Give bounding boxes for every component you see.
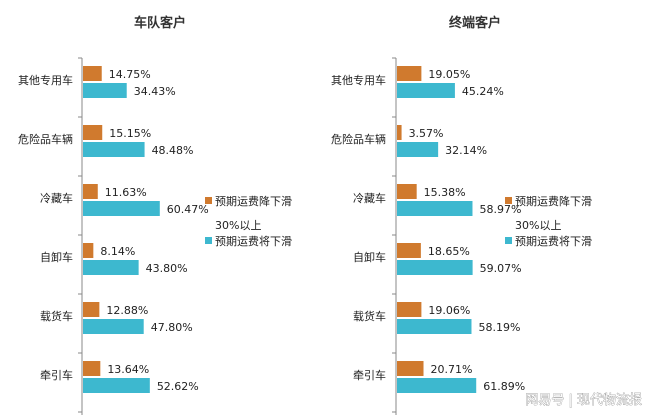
data-label: 8.14% xyxy=(100,245,135,258)
legend-label: 30%以上 xyxy=(215,219,261,232)
data-label: 3.57% xyxy=(409,127,444,140)
data-label: 19.05% xyxy=(428,68,470,81)
data-label: 11.63% xyxy=(105,186,147,199)
legend-swatch-decline xyxy=(205,197,212,204)
legend-label: 预期运费降下滑 xyxy=(215,194,292,208)
data-label: 15.38% xyxy=(424,186,466,199)
bar-decline xyxy=(83,125,103,140)
category-label: 牵引车 xyxy=(40,368,73,382)
legend-label: 预期运费将下滑 xyxy=(215,235,292,248)
bar-decline-30plus xyxy=(397,83,455,98)
bar-decline-30plus xyxy=(83,83,127,98)
data-label: 12.88% xyxy=(106,304,148,317)
category-label: 载货车 xyxy=(353,309,386,323)
bar-decline-30plus xyxy=(83,319,144,334)
data-label: 60.47% xyxy=(167,203,209,216)
legend-swatch-decline xyxy=(505,197,512,204)
data-label: 45.24% xyxy=(462,85,504,98)
data-label: 43.80% xyxy=(146,262,188,275)
legend-label: 预期运费降下滑 xyxy=(515,194,592,208)
category-label: 冷藏车 xyxy=(40,191,73,205)
bar-decline xyxy=(397,361,424,376)
bar-decline-30plus xyxy=(83,142,145,157)
chart-title: 车队客户 xyxy=(134,15,186,31)
legend-swatch-decline-30plus xyxy=(505,237,512,244)
data-label: 19.06% xyxy=(428,304,470,317)
bar-decline xyxy=(397,66,422,81)
bar-decline xyxy=(397,302,422,317)
category-label: 危险品车辆 xyxy=(331,132,386,146)
bar-decline-30plus xyxy=(83,260,139,275)
data-label: 15.15% xyxy=(109,127,151,140)
category-label: 其他专用车 xyxy=(331,73,386,87)
bar-decline-30plus xyxy=(397,260,473,275)
data-label: 58.97% xyxy=(479,203,521,216)
watermark: 网易号 | 现代物流报 xyxy=(525,393,642,408)
category-label: 牵引车 xyxy=(353,368,386,382)
bar-decline-30plus xyxy=(397,378,477,393)
chart-title: 终端客户 xyxy=(449,15,501,31)
bar-decline xyxy=(83,302,100,317)
data-label: 61.89% xyxy=(483,380,525,393)
bar-decline-30plus xyxy=(397,201,473,216)
category-label: 载货车 xyxy=(40,309,73,323)
legend-swatch-decline-30plus xyxy=(205,237,212,244)
bar-decline-30plus xyxy=(83,201,160,216)
data-label: 13.64% xyxy=(107,363,149,376)
category-label: 冷藏车 xyxy=(353,191,386,205)
data-label: 20.71% xyxy=(431,363,473,376)
bar-decline xyxy=(83,184,98,199)
legend-label: 预期运费将下滑 xyxy=(515,235,592,248)
data-label: 58.19% xyxy=(478,321,520,334)
bar-decline-30plus xyxy=(397,319,472,334)
category-label: 其他专用车 xyxy=(18,73,73,87)
bar-decline xyxy=(83,361,101,376)
bar-decline-30plus xyxy=(83,378,150,393)
category-label: 自卸车 xyxy=(353,250,386,264)
bar-decline xyxy=(83,243,94,258)
data-label: 18.65% xyxy=(428,245,470,258)
bar-decline xyxy=(397,184,417,199)
data-label: 48.48% xyxy=(152,144,194,157)
bar-decline xyxy=(397,125,402,140)
data-label: 47.80% xyxy=(151,321,193,334)
data-label: 34.43% xyxy=(134,85,176,98)
category-label: 危险品车辆 xyxy=(18,132,73,146)
data-label: 59.07% xyxy=(480,262,522,275)
data-label: 32.14% xyxy=(445,144,487,157)
data-label: 52.62% xyxy=(157,380,199,393)
data-label: 14.75% xyxy=(109,68,151,81)
bar-decline xyxy=(83,66,102,81)
legend-label: 30%以上 xyxy=(515,219,561,232)
category-label: 自卸车 xyxy=(40,250,73,264)
bar-decline xyxy=(397,243,421,258)
bar-decline-30plus xyxy=(397,142,439,157)
